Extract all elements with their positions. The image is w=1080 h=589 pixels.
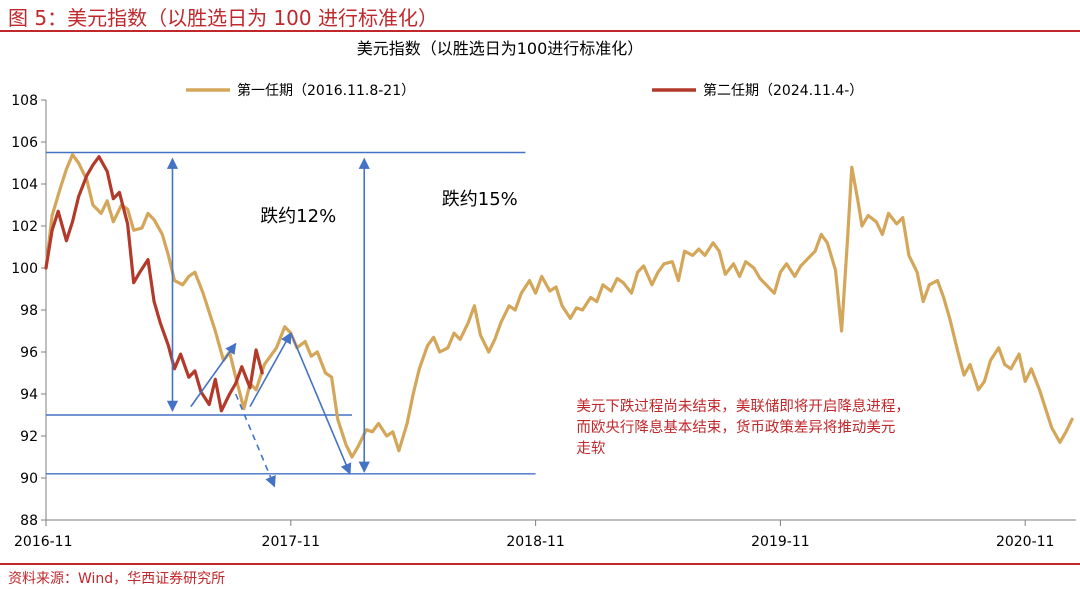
trend-arrow xyxy=(190,342,237,408)
bottom-rule xyxy=(0,563,1080,565)
x-tick-label: 2020-11 xyxy=(996,534,1055,550)
y-tick-label: 92 xyxy=(20,429,38,445)
source-note: 资料来源：Wind，华西证券研究所 xyxy=(8,571,226,587)
y-tick-label: 102 xyxy=(11,219,38,235)
y-tick-label: 98 xyxy=(20,303,38,319)
drop-annotation: 跌约15% xyxy=(442,189,518,210)
x-tick-label: 2017-11 xyxy=(262,534,321,550)
y-tick-label: 90 xyxy=(20,471,38,487)
commentary-annotation: 美元下跌过程尚未结束，美联储即将开启降息进程， xyxy=(576,398,910,415)
legend-label-term2: 第二任期（2024.11.4-） xyxy=(703,82,863,99)
y-tick-label: 100 xyxy=(11,261,38,277)
y-tick-label: 88 xyxy=(20,513,38,529)
commentary-annotation: 而欧央行降息基本结束，货币政策差异将推动美元 xyxy=(576,419,895,436)
x-axis: 2016-11 2017-11 2018-11 2019-11 2020-11 xyxy=(14,519,1076,550)
y-tick-label: 94 xyxy=(20,387,38,403)
series-line-term1 xyxy=(44,153,1074,459)
commentary-annotation: 走软 xyxy=(576,440,605,457)
legend: 第一任期（2016.11.8-21） 第二任期（2024.11.4-） xyxy=(186,82,863,99)
y-tick-label: 96 xyxy=(20,345,38,361)
trend-arrow xyxy=(249,332,292,407)
x-tick-label: 2019-11 xyxy=(751,534,810,550)
y-tick-label: 108 xyxy=(11,93,38,109)
top-rule xyxy=(0,30,1080,32)
reference-lines xyxy=(46,151,536,475)
trend-arrow xyxy=(234,393,276,488)
y-tick-label: 106 xyxy=(11,135,38,151)
y-tick-label: 104 xyxy=(11,177,38,193)
arrow-layer xyxy=(166,157,370,488)
legend-label-term1: 第一任期（2016.11.8-21） xyxy=(237,82,415,99)
figure-label: 图 5：美元指数（以胜选日为 100 进行标准化） xyxy=(8,6,438,30)
chart-title: 美元指数（以胜选日为100进行标准化） xyxy=(357,39,644,58)
series-layer xyxy=(44,153,1074,459)
trend-arrow xyxy=(290,332,352,475)
series-line-term2 xyxy=(44,155,264,413)
x-tick-label: 2018-11 xyxy=(506,534,565,550)
annotation-layer: 跌约12% 跌约15% 美元下跌过程尚未结束，美联储即将开启降息进程， 而欧央行降息基… xyxy=(260,189,910,457)
x-tick-label: 2016-11 xyxy=(14,534,73,550)
drop-annotation: 跌约12% xyxy=(260,206,336,227)
y-axis: 88 90 92 94 96 98 100 102 104 106 108 xyxy=(11,93,47,529)
